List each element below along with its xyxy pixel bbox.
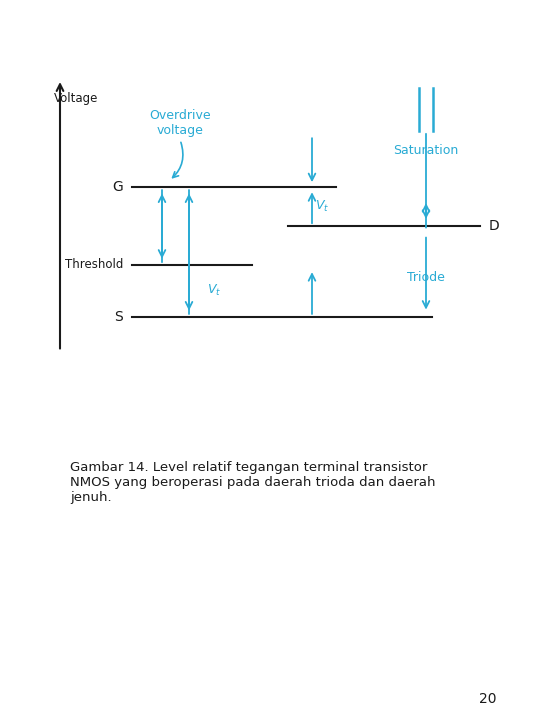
Text: G: G xyxy=(112,180,123,194)
Text: Saturation: Saturation xyxy=(393,144,458,157)
Text: Gambar 14. Level relatif tegangan terminal transistor
NMOS yang beroperasi pada : Gambar 14. Level relatif tegangan termin… xyxy=(70,461,436,504)
Text: Voltage: Voltage xyxy=(54,92,98,105)
Text: D: D xyxy=(489,219,500,233)
Text: $V_t$: $V_t$ xyxy=(207,284,221,298)
Text: Triode: Triode xyxy=(407,271,445,284)
Text: Overdrive
voltage: Overdrive voltage xyxy=(149,109,211,138)
Text: $V_t$: $V_t$ xyxy=(315,199,329,214)
Text: S: S xyxy=(114,310,123,324)
Text: Threshold: Threshold xyxy=(65,258,123,271)
Text: 20: 20 xyxy=(480,692,497,706)
